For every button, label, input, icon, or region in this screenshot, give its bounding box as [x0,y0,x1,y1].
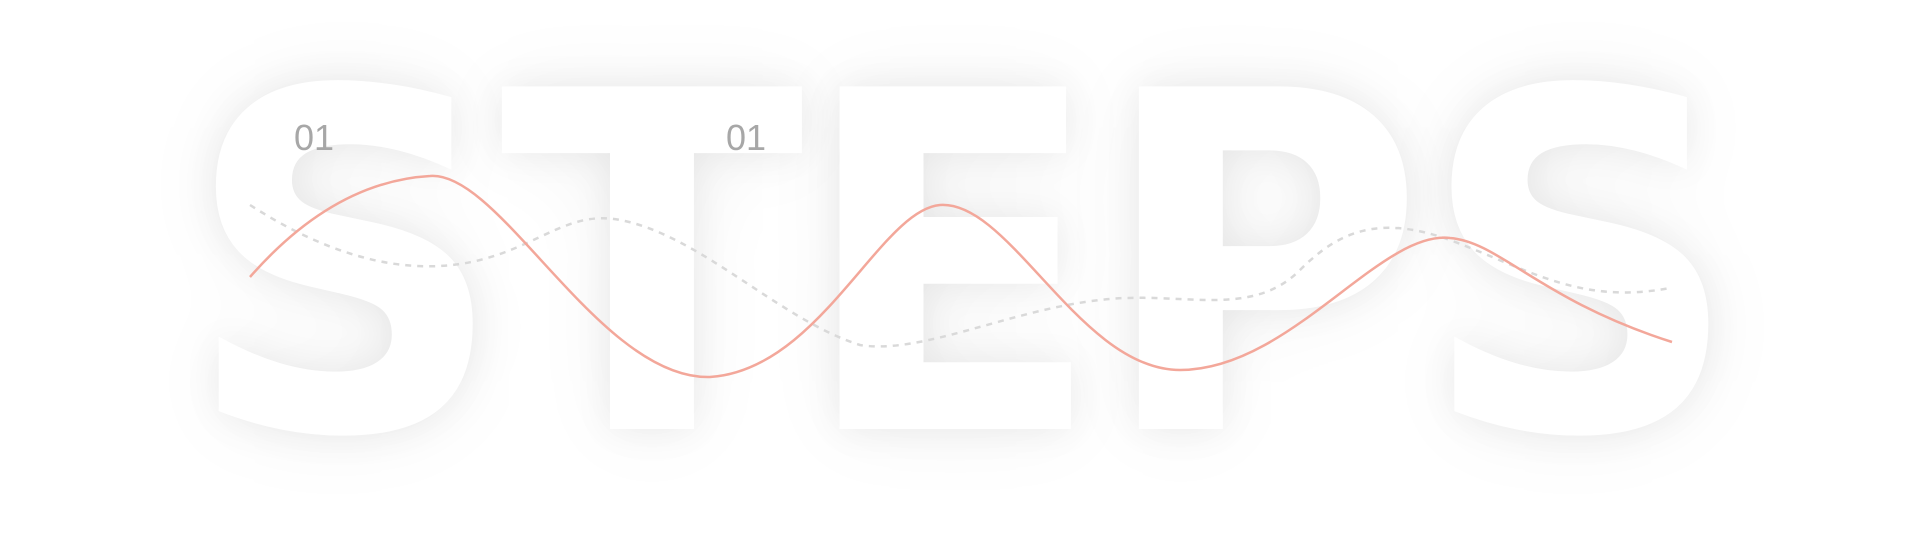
step-number: 01 [294,117,335,158]
accent-wave-line [249,174,1673,379]
step-number: 01 [726,117,767,158]
dashed-wave-line [249,203,1671,348]
